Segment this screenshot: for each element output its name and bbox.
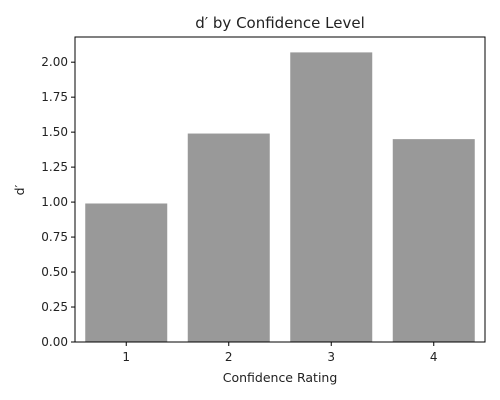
x-tick-label-1: 1 [122, 350, 130, 364]
y-axis-label: d′ [12, 184, 27, 195]
y-axis: 0.00 0.25 0.50 0.75 1.00 1.25 1.50 1.75 2.00 [41, 55, 75, 349]
y-tick-label: 0.00 [41, 335, 68, 349]
x-axis: 1 2 3 4 [122, 342, 437, 364]
y-tick-label: 1.25 [41, 160, 68, 174]
y-tick-label: 1.00 [41, 195, 68, 209]
bars-group [85, 52, 475, 342]
y-tick-label: 0.75 [41, 230, 68, 244]
y-tick-label: 0.50 [41, 265, 68, 279]
y-tick-label: 1.50 [41, 125, 68, 139]
y-tick-label: 0.25 [41, 300, 68, 314]
bar-4 [393, 139, 475, 342]
x-tick-label-2: 2 [225, 350, 233, 364]
bar-2 [188, 134, 270, 342]
x-axis-label: Confidence Rating [223, 370, 338, 385]
y-tick-label: 1.75 [41, 90, 68, 104]
y-tick-label: 2.00 [41, 55, 68, 69]
x-tick-label-3: 3 [327, 350, 335, 364]
x-tick-label-4: 4 [430, 350, 438, 364]
bar-1 [85, 203, 167, 342]
bar-3 [290, 52, 372, 342]
chart-title: d′ by Confidence Level [195, 14, 365, 32]
